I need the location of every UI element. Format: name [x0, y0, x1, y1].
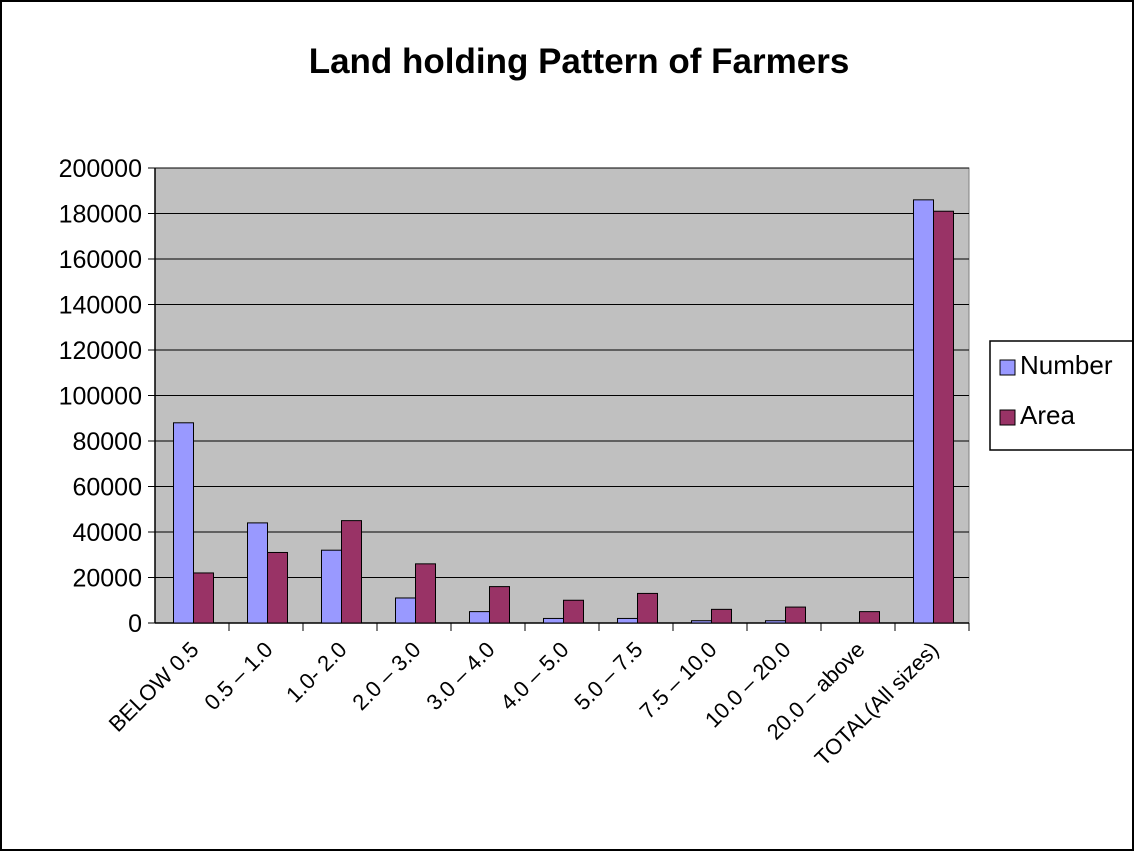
x-tick-label: 2.0 – 3.0: [347, 637, 425, 715]
x-tick-label: 0.5 – 1.0: [199, 637, 277, 715]
bar-area: [415, 563, 436, 624]
x-tick-label: TOTAL(All sizes): [810, 637, 944, 771]
bar-number: [173, 422, 194, 624]
bar-area: [341, 520, 362, 624]
x-tick-label: 1.0- 2.0: [281, 637, 351, 707]
legend: Number Area: [989, 340, 1132, 451]
bar-number: [543, 617, 564, 624]
bar-area: [637, 592, 658, 624]
bar-area: [563, 599, 584, 624]
x-tick-label: 4.0 – 5.0: [495, 637, 573, 715]
x-tick-label: 3.0 – 4.0: [421, 637, 499, 715]
bar-number: [617, 617, 638, 624]
y-tick-label: 160000: [59, 246, 142, 274]
bar-area: [193, 572, 214, 624]
y-tick-label: 100000: [59, 383, 142, 411]
bar-number: [321, 549, 342, 624]
y-tick-label: 120000: [59, 337, 142, 365]
bar-area: [785, 606, 806, 624]
y-tick-label: 60000: [72, 474, 142, 502]
y-tick-label: 140000: [59, 292, 142, 320]
legend-swatch: [999, 359, 1016, 376]
legend-box: [989, 340, 1132, 451]
y-tick-label: 80000: [72, 428, 142, 456]
bar-area: [267, 551, 288, 624]
bar-number: [469, 611, 490, 624]
legend-label: Number: [1020, 350, 1113, 380]
bar-number: [913, 199, 934, 624]
y-tick-label: 20000: [72, 565, 142, 593]
bar-number: [765, 620, 786, 624]
y-tick-label: 0: [128, 610, 142, 638]
x-tick-label: BELOW 0.5: [104, 637, 204, 737]
y-tick-label: 180000: [59, 201, 142, 229]
bar-area: [933, 210, 954, 624]
bar-area: [711, 608, 732, 624]
y-tick-label: 200000: [59, 155, 142, 183]
chart-title: Land holding Pattern of Farmers: [308, 42, 850, 81]
y-tick-label: 40000: [72, 519, 142, 547]
legend-swatch: [999, 409, 1016, 426]
bar-number: [395, 597, 416, 624]
bar-area: [859, 611, 880, 624]
bar-number: [247, 522, 268, 624]
legend-label: Area: [1020, 400, 1075, 430]
x-tick-label: 5.0 – 7.5: [569, 637, 647, 715]
bar-number: [691, 620, 712, 624]
bar-area: [489, 586, 510, 624]
